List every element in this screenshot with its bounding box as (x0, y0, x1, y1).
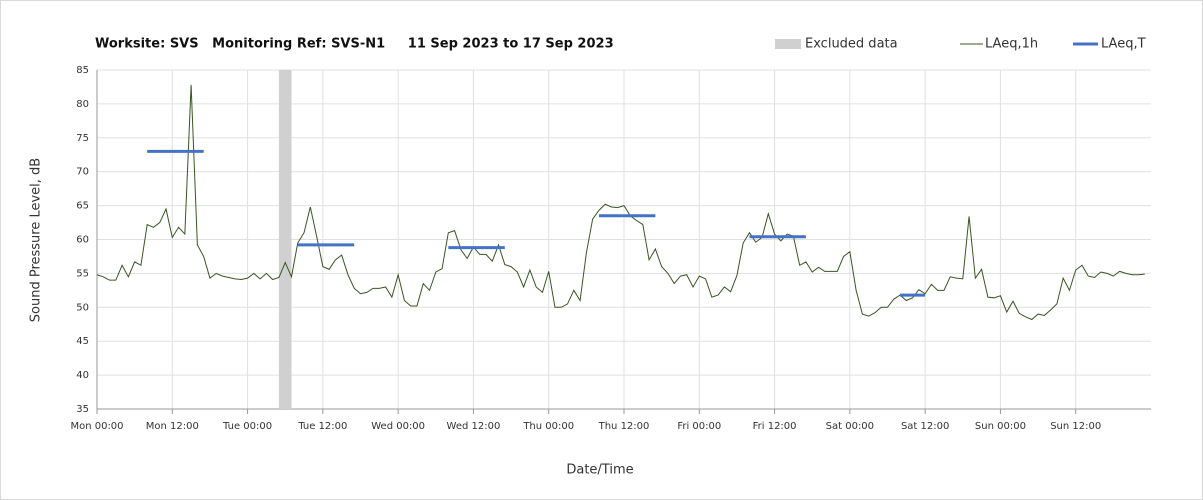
x-tick-label: Thu 12:00 (598, 421, 650, 432)
legend-swatch (775, 39, 801, 49)
x-tick-label: Thu 00:00 (522, 421, 574, 432)
excluded-band (278, 70, 292, 409)
x-tick-label: Sat 12:00 (901, 421, 949, 432)
x-tick-label: Mon 00:00 (70, 421, 123, 432)
x-tick-label: Fri 12:00 (753, 421, 797, 432)
x-tick-label: Wed 00:00 (371, 421, 425, 432)
x-tick-label: Mon 12:00 (146, 421, 199, 432)
line-series (96, 84, 1145, 321)
y-axis-label: Sound Pressure Level, dB (29, 158, 44, 322)
x-tick-label: Tue 00:00 (222, 421, 272, 432)
x-tick-label: Wed 12:00 (447, 421, 501, 432)
y-tick-label: 50 (76, 302, 89, 313)
x-tick-label: Tue 12:00 (297, 421, 347, 432)
x-tick-label: Sun 12:00 (1050, 421, 1101, 432)
x-tick-label: Sun 00:00 (975, 421, 1026, 432)
legend-label: LAeq,T (1101, 37, 1146, 52)
x-tick-label: Sat 00:00 (826, 421, 874, 432)
y-tick-label: 35 (76, 404, 89, 415)
chart-title: Worksite: SVS Monitoring Ref: SVS-N1 11 … (95, 37, 614, 52)
y-tick-label: 85 (76, 65, 89, 76)
x-axis-label: Date/Time (566, 463, 633, 478)
y-tick-label: 70 (76, 167, 89, 178)
y-tick-label: 60 (76, 235, 89, 246)
y-tick-label: 75 (76, 133, 89, 144)
y-tick-label: 45 (76, 336, 89, 347)
legend-label: Excluded data (805, 37, 898, 52)
x-tick-label: Fri 00:00 (677, 421, 721, 432)
y-tick-label: 40 (76, 370, 89, 381)
y-tick-label: 80 (76, 99, 89, 110)
y-tick-label: 65 (76, 201, 89, 212)
y-tick-label: 55 (76, 268, 89, 279)
legend-label: LAeq,1h (985, 37, 1038, 52)
